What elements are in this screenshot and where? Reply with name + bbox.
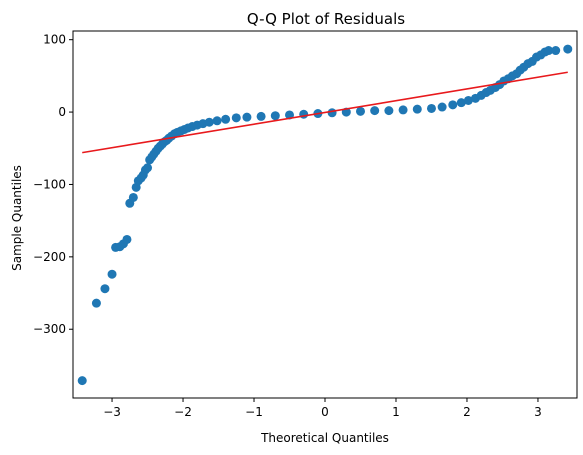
data-point xyxy=(370,106,380,116)
data-point xyxy=(544,46,554,56)
data-point xyxy=(128,192,138,202)
y-tick-label: −100 xyxy=(33,177,66,191)
y-tick-label: 0 xyxy=(58,105,66,119)
data-point xyxy=(551,46,561,56)
data-point xyxy=(299,109,309,119)
data-point xyxy=(398,105,408,115)
data-point xyxy=(563,44,573,54)
y-axis-label: Sample Quantiles xyxy=(10,165,24,271)
data-point xyxy=(242,112,252,122)
data-point xyxy=(426,103,436,113)
data-point xyxy=(107,269,117,279)
y-tick-label: −200 xyxy=(33,250,66,264)
data-point xyxy=(221,114,231,124)
data-point xyxy=(463,95,473,105)
scatter-points xyxy=(77,44,573,386)
x-tick-label: 0 xyxy=(321,405,329,419)
data-point xyxy=(143,163,153,173)
data-point xyxy=(412,104,422,114)
data-point xyxy=(448,100,458,110)
x-axis-label: Theoretical Quantiles xyxy=(260,431,389,445)
data-point xyxy=(231,113,241,123)
data-point xyxy=(437,102,447,112)
data-point xyxy=(270,111,280,121)
data-point xyxy=(384,106,394,116)
data-point xyxy=(100,284,110,294)
data-point xyxy=(122,234,132,244)
x-tick-label: 2 xyxy=(463,405,471,419)
data-point xyxy=(256,111,266,121)
chart-title: Q-Q Plot of Residuals xyxy=(247,10,405,28)
data-point xyxy=(355,106,365,116)
x-tick-label: 1 xyxy=(392,405,400,419)
y-tick-label: −300 xyxy=(33,322,66,336)
data-point xyxy=(327,108,337,118)
x-tick-label: −3 xyxy=(103,405,121,419)
x-tick-label: −1 xyxy=(245,405,263,419)
data-point xyxy=(91,298,101,308)
reference-line-group xyxy=(82,71,568,154)
data-point xyxy=(212,116,222,126)
data-point xyxy=(456,98,466,108)
y-tick-label: 100 xyxy=(43,33,66,47)
data-point xyxy=(77,376,87,386)
reference-line xyxy=(82,71,568,154)
y-axis: 100 0 −100 −200 −300 xyxy=(33,33,73,336)
x-tick-label: −2 xyxy=(174,405,192,419)
x-axis: −3 −2 −1 0 1 2 3 xyxy=(103,398,542,419)
x-tick-label: 3 xyxy=(534,405,542,419)
data-point xyxy=(204,117,214,127)
